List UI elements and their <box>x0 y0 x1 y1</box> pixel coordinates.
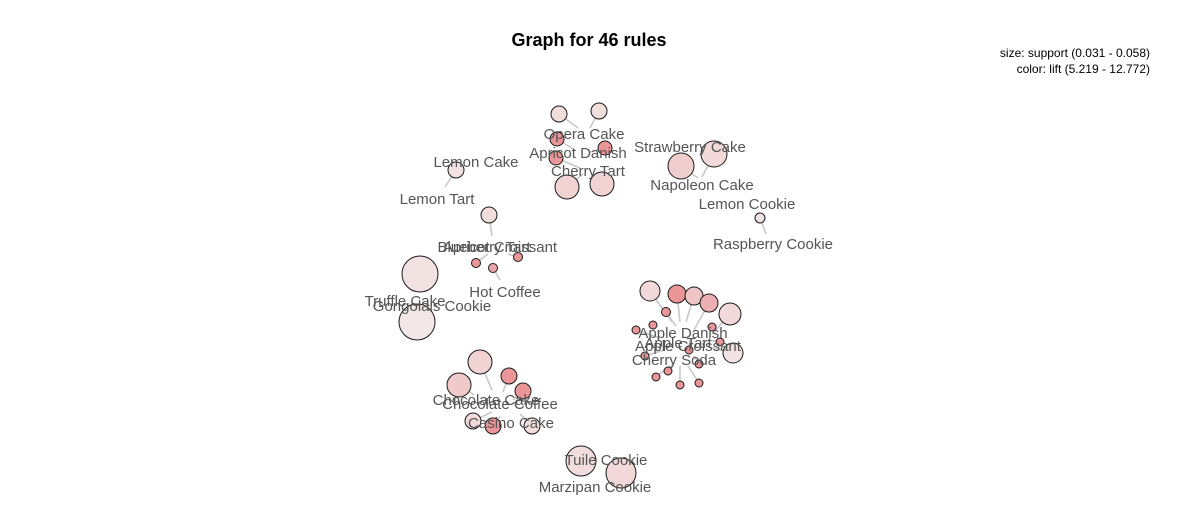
item-label-lemon-cake: Lemon Cake <box>433 154 518 171</box>
rule-node <box>447 161 465 179</box>
item-label-gongolais-cookie: Gongolais Cookie <box>373 298 491 315</box>
rule-node <box>648 320 658 330</box>
rule-node <box>488 263 498 273</box>
legend-size: size: support (0.031 - 0.058) <box>1000 46 1150 60</box>
rule-node <box>718 302 742 326</box>
rule-node <box>401 255 439 293</box>
rule-node <box>694 378 704 388</box>
rule-node <box>663 366 673 376</box>
item-label-cherry-soda: Cherry Soda <box>632 352 717 369</box>
rule-node <box>715 337 725 347</box>
rule-node <box>471 258 481 268</box>
rule-node <box>684 345 694 355</box>
rule-node <box>398 303 436 341</box>
item-label-chocolate-cake: Chocolate Cake <box>433 392 540 409</box>
rule-node <box>500 367 518 385</box>
rule-node <box>589 171 615 197</box>
rule-node <box>554 174 580 200</box>
rule-node-layer <box>398 102 766 489</box>
rule-node <box>722 342 744 364</box>
item-label-raspberry-cookie: Raspberry Cookie <box>713 236 833 253</box>
rule-node <box>550 105 568 123</box>
rule-node <box>754 212 766 224</box>
item-label-chocolate-coffee: Chocolate Coffee <box>442 396 558 413</box>
rule-node <box>590 102 608 120</box>
rule-node <box>667 284 687 304</box>
item-label-marzipan-cookie: Marzipan Cookie <box>539 479 652 496</box>
item-label-cherry-tart: Cherry Tart <box>551 163 626 180</box>
item-label-lemon-tart: Lemon Tart <box>400 191 476 208</box>
rule-node <box>640 351 650 361</box>
item-label-apple-croissant: Apple Croissant <box>635 338 742 355</box>
item-label-opera-cake: Opera Cake <box>544 126 625 143</box>
rule-node <box>549 131 565 147</box>
item-label-truffle-cake: Truffle Cake <box>365 293 446 310</box>
rule-node <box>661 307 671 317</box>
rule-node <box>699 293 719 313</box>
rule-node <box>707 322 717 332</box>
rule-node <box>639 280 661 302</box>
item-label-apple-danish: Apple Danish <box>638 325 727 342</box>
rule-node <box>480 206 498 224</box>
item-label-blueberry-tart: Blueberry Tart <box>437 239 531 256</box>
rule-node <box>548 150 564 166</box>
rule-node <box>467 349 493 375</box>
rule-node <box>667 152 695 180</box>
item-label-apricot-croissant: Apricot Croissant <box>443 239 558 256</box>
rule-node <box>597 140 613 156</box>
rule-node <box>565 445 597 477</box>
rule-node <box>523 417 541 435</box>
rule-node <box>446 372 472 398</box>
item-label-casino-cake: Casino Cake <box>468 415 554 432</box>
item-label-apricot-danish: Apricot Danish <box>529 145 627 162</box>
graph-title: Graph for 46 rules <box>511 30 666 50</box>
rule-node <box>514 382 532 400</box>
rule-node <box>484 417 502 435</box>
rule-node <box>694 359 704 369</box>
rule-node <box>464 412 482 430</box>
item-label-lemon-cookie: Lemon Cookie <box>699 196 796 213</box>
rule-node <box>675 380 685 390</box>
item-label-hot-coffee: Hot Coffee <box>469 284 540 301</box>
rule-node <box>700 140 728 168</box>
rule-node <box>651 372 661 382</box>
rule-node <box>605 457 637 489</box>
rule-node <box>631 325 641 335</box>
item-label-napoleon-cake: Napoleon Cake <box>650 177 753 194</box>
item-label-tuile-cookie: Tuile Cookie <box>565 452 648 469</box>
item-label-strawberry-cake: Strawberry Cake <box>634 139 746 156</box>
item-label-apple-tart: Apple Tart <box>644 335 712 352</box>
legend-color: color: lift (5.219 - 12.772) <box>1017 62 1150 76</box>
rule-node <box>513 252 523 262</box>
